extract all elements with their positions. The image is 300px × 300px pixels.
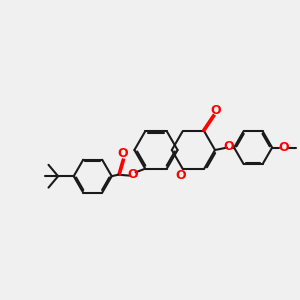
Text: O: O — [176, 169, 186, 182]
Text: O: O — [279, 141, 289, 154]
Text: O: O — [210, 104, 220, 117]
Text: O: O — [224, 140, 234, 153]
Text: O: O — [117, 147, 128, 160]
Text: O: O — [128, 168, 138, 181]
